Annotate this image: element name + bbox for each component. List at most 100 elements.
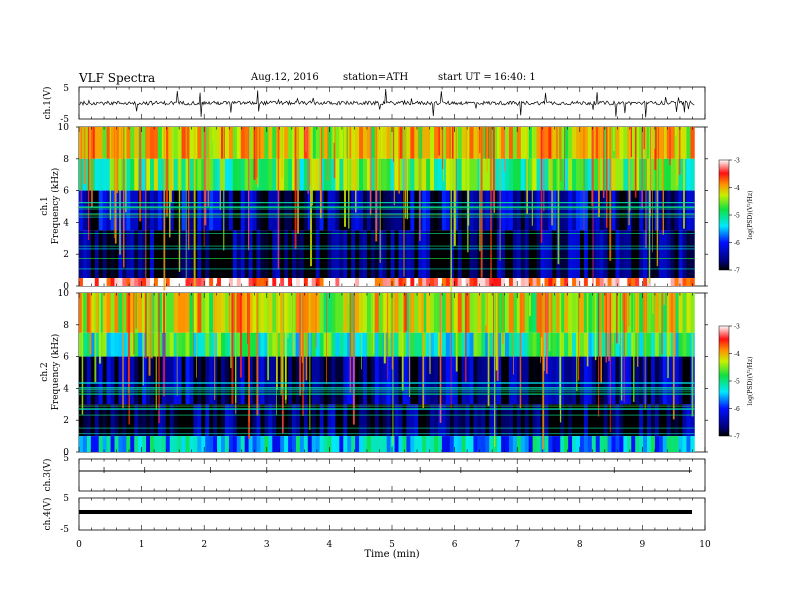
narrowband-line xyxy=(79,387,695,389)
spec-cell xyxy=(434,293,439,333)
spec-cell xyxy=(631,127,636,159)
sferic-streak xyxy=(305,293,308,381)
sferic-streak xyxy=(320,127,322,219)
spec-cell xyxy=(501,190,506,231)
spec-cell xyxy=(173,293,179,333)
spec-cell xyxy=(256,356,261,405)
sferic-streak xyxy=(150,293,153,359)
spec-cell xyxy=(591,293,597,333)
spec-cell xyxy=(193,436,198,452)
spec-cell xyxy=(114,230,119,279)
spec-cell xyxy=(248,293,253,333)
sferic-streak xyxy=(267,293,269,381)
spec-cell xyxy=(185,278,190,286)
spec-cell xyxy=(323,332,328,357)
spec-cell xyxy=(335,356,340,405)
sferic-streak xyxy=(373,293,375,354)
spec-cell xyxy=(213,278,218,286)
narrowband-line xyxy=(79,409,695,410)
spec-cell xyxy=(359,436,364,452)
spec-cell xyxy=(410,190,415,231)
spec-cell xyxy=(327,356,332,405)
spec-cell xyxy=(678,293,683,333)
sferic-streak xyxy=(409,293,411,397)
spec-cell xyxy=(209,404,214,437)
spec-cell xyxy=(114,436,119,452)
spec-cell xyxy=(540,158,545,191)
spec-cell xyxy=(292,158,297,191)
spec-cell xyxy=(311,278,317,286)
spec-cell xyxy=(568,404,573,437)
spec-cell xyxy=(79,332,84,357)
spec-cell xyxy=(658,436,664,452)
spec-cell xyxy=(532,356,537,405)
spec-cell xyxy=(623,436,628,452)
sferic-streak xyxy=(661,293,663,355)
spec-cell xyxy=(189,127,194,159)
spec-cell xyxy=(674,356,679,405)
spec-cell xyxy=(363,158,368,191)
spec-cell xyxy=(110,127,115,159)
ch1-waveform-trace xyxy=(78,88,695,118)
spec-cell xyxy=(157,404,163,437)
spec-cell xyxy=(666,332,672,357)
sferic-streak xyxy=(543,127,545,212)
sferic-streak xyxy=(667,293,669,379)
spec-cell xyxy=(94,436,100,452)
spec-cell xyxy=(670,356,676,405)
sferic-streak xyxy=(560,127,562,181)
spec-cell xyxy=(639,356,644,405)
spec-cell xyxy=(457,332,463,357)
spec-cell xyxy=(654,356,660,405)
spec-cell xyxy=(434,436,439,452)
spec-cell xyxy=(658,332,664,357)
spec-cell xyxy=(658,356,664,405)
x-axis: 0 1 2 3 4 5 6 7 8 9 10 xyxy=(76,87,711,550)
spec-cell xyxy=(611,356,616,405)
spec-cell xyxy=(79,230,84,279)
spec-cell xyxy=(252,404,257,437)
spec-cell xyxy=(201,127,206,159)
spec-cell xyxy=(351,278,356,286)
spec-cell xyxy=(485,278,490,286)
spec-cell xyxy=(351,436,356,452)
spec-cell xyxy=(370,127,376,159)
spec-cell xyxy=(370,332,376,357)
x-tick-label: 6 xyxy=(452,540,458,550)
spec-cell xyxy=(603,356,608,405)
spec-cell xyxy=(512,278,518,286)
sferic-streak xyxy=(196,293,197,378)
spec-cell xyxy=(142,127,147,159)
spec-cell xyxy=(181,404,186,437)
spec-cell xyxy=(110,356,115,405)
spec-cell xyxy=(244,293,250,333)
spec-cell xyxy=(548,278,553,286)
spec-cell xyxy=(643,158,648,191)
spec-cell xyxy=(445,356,451,405)
spec-cell xyxy=(189,293,194,333)
spec-cell xyxy=(150,404,155,437)
spec-cell xyxy=(445,293,451,333)
spec-cell xyxy=(465,356,470,405)
spec-cell xyxy=(248,190,253,231)
spec-cell xyxy=(635,356,640,405)
narrowband-line xyxy=(79,216,695,218)
spec-cell xyxy=(366,158,372,191)
spec-cell xyxy=(153,127,159,159)
spec-cell xyxy=(157,127,163,159)
spec-cell xyxy=(607,332,612,357)
spec-cell xyxy=(524,230,530,279)
spec-cell xyxy=(118,404,123,437)
sferic-streak xyxy=(125,127,127,213)
spec-cell xyxy=(493,127,498,159)
spec-cell xyxy=(516,230,522,279)
spec-cell xyxy=(315,127,321,159)
spec-cell xyxy=(576,158,581,191)
sferic-streak xyxy=(526,127,528,214)
spec-cell xyxy=(240,230,246,279)
spec-cell xyxy=(489,404,494,437)
spec-cell xyxy=(331,332,336,357)
spec-cell xyxy=(244,404,250,437)
spec-cell xyxy=(516,190,522,231)
